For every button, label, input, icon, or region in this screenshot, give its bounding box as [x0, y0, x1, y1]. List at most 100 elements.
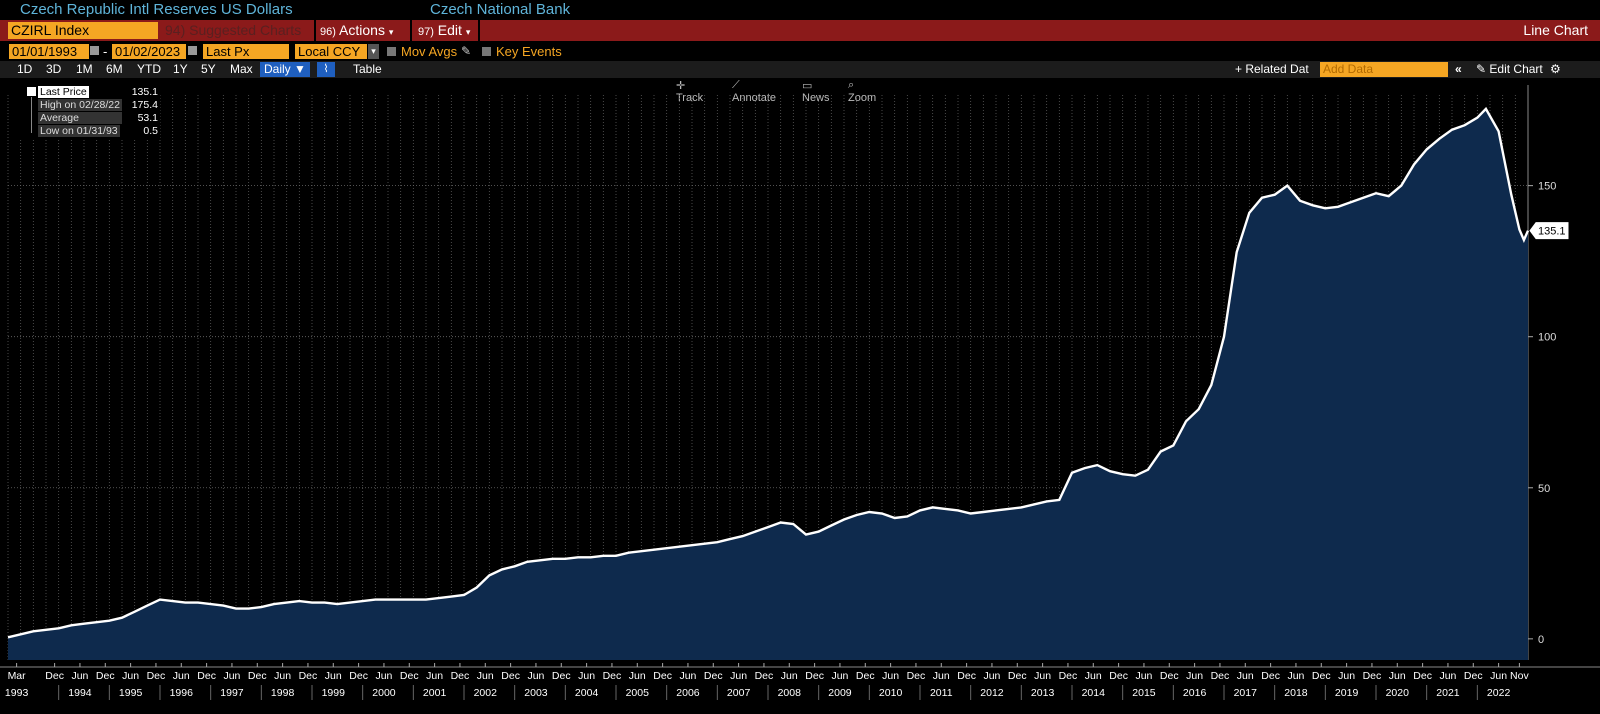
x-tick-month-label: Jun	[1135, 670, 1152, 682]
track-tool[interactable]: ✛ Track	[676, 80, 704, 104]
related-data-button[interactable]: + Related Dat	[1235, 62, 1309, 76]
x-tick-month-label: Dec	[1059, 670, 1078, 682]
x-tick-month-label: Dec	[856, 670, 875, 682]
legend-low-value: 0.5	[143, 125, 158, 137]
end-date-field[interactable]: 01/02/2023	[112, 44, 186, 59]
x-tick-year-label: 1993	[5, 687, 29, 699]
ticker-field[interactable]: CZIRL Index	[8, 22, 158, 39]
x-tick-month-label: Dec	[704, 670, 723, 682]
x-tick-month-label: Jun	[1338, 670, 1355, 682]
mov-avgs-checkbox[interactable]	[387, 47, 396, 56]
x-tick-year-label: 2007	[727, 687, 751, 699]
x-tick-month-label: Jun	[122, 670, 139, 682]
period-3d[interactable]: 3D	[46, 62, 62, 76]
currency-dropdown-icon[interactable]: ▾	[368, 44, 379, 59]
menu-divider	[410, 20, 412, 41]
actions-number: 96)	[320, 26, 336, 38]
x-tick-month-label: Dec	[1109, 670, 1128, 682]
x-tick-month-label: Dec	[501, 670, 520, 682]
suggested-charts-button[interactable]: 94) Suggested Charts	[165, 22, 301, 38]
x-tick-month-label: Jun	[274, 670, 291, 682]
legend-high-value: 175.4	[131, 99, 158, 111]
x-tick-year-label: 2019	[1335, 687, 1359, 699]
edit-button[interactable]: 97) Edit ▾	[418, 22, 470, 38]
options-bar: 01/01/1993 - 01/02/2023 Last Px Local CC…	[0, 42, 1600, 61]
title-bar: Czech Republic Intl Reserves US Dollars …	[0, 0, 1600, 20]
x-tick-month-label: Jun	[831, 670, 848, 682]
gear-icon[interactable]: ⚙	[1550, 62, 1561, 76]
x-tick-year-label: 2017	[1234, 687, 1258, 699]
x-tick-month-label: Dec	[400, 670, 419, 682]
pencil-icon[interactable]: ✎	[461, 44, 472, 58]
key-events-label: Key Events	[496, 44, 562, 59]
x-tick-month-label: Dec	[451, 670, 470, 682]
x-tick-month-label: Jun	[71, 670, 88, 682]
x-tick-year-label: 2005	[626, 687, 650, 699]
series-area	[8, 108, 1528, 660]
news-tool[interactable]: ▭ News	[802, 80, 830, 104]
actions-dropdown-icon: ▾	[388, 27, 394, 37]
edit-label: Edit	[437, 22, 462, 38]
x-tick-year-label: 2011	[930, 687, 953, 699]
start-date-field[interactable]: 01/01/1993	[9, 44, 89, 59]
calendar-icon[interactable]	[90, 46, 99, 55]
x-tick-month-label: Dec	[603, 670, 622, 682]
period-1m[interactable]: 1M	[76, 62, 93, 76]
x-tick-month-label: Mar	[8, 670, 27, 682]
period-6m[interactable]: 6M	[106, 62, 123, 76]
y-tick-label: 100	[1538, 332, 1556, 344]
suggested-number: 94)	[165, 22, 186, 38]
period-max[interactable]: Max	[230, 62, 253, 76]
calendar-icon[interactable]	[188, 46, 197, 55]
x-tick-month-label: Dec	[248, 670, 267, 682]
x-tick-year-label: 1999	[322, 687, 346, 699]
chart-type-label[interactable]: Line Chart	[1523, 22, 1588, 38]
collapse-icon[interactable]: «	[1455, 62, 1462, 76]
x-tick-month-label: Jun	[781, 670, 798, 682]
x-tick-year-label: 2008	[778, 687, 802, 699]
x-tick-month-label: Jun	[477, 670, 494, 682]
track-label: Track	[676, 92, 704, 104]
x-tick-month-label: Jun	[629, 670, 646, 682]
edit-number: 97)	[418, 26, 434, 38]
x-tick-month-label: Jun	[1085, 670, 1102, 682]
currency-selector[interactable]: Local CCY	[295, 44, 367, 59]
x-tick-year-label: 2009	[828, 687, 852, 699]
period-1y[interactable]: 1Y	[173, 62, 188, 76]
add-data-input[interactable]: Add Data	[1320, 62, 1448, 77]
x-tick-year-label: 2001	[423, 687, 447, 699]
table-view-button[interactable]: Table	[353, 62, 382, 76]
x-tick-month-label: Dec	[45, 670, 64, 682]
period-ytd[interactable]: YTD	[137, 62, 161, 76]
y-tick-label: 50	[1538, 483, 1550, 495]
x-tick-year-label: 1995	[119, 687, 143, 699]
line-chart-icon[interactable]: ⌇	[317, 62, 335, 77]
x-tick-year-label: 2016	[1183, 687, 1207, 699]
suggested-label: Suggested Charts	[189, 22, 302, 38]
x-tick-month-label: Nov	[1510, 670, 1529, 682]
x-tick-month-label: Jun	[1389, 670, 1406, 682]
x-tick-year-label: 2021	[1436, 687, 1460, 699]
actions-button[interactable]: 96) Actions ▾	[320, 22, 393, 38]
last-price-checkbox[interactable]	[27, 87, 36, 96]
x-tick-month-label: Dec	[957, 670, 976, 682]
edit-chart-label: Edit Chart	[1489, 62, 1543, 76]
key-events-checkbox[interactable]	[482, 47, 491, 56]
period-5y[interactable]: 5Y	[201, 62, 216, 76]
x-tick-month-label: Dec	[1413, 670, 1432, 682]
edit-chart-button[interactable]: ✎ Edit Chart	[1476, 62, 1543, 77]
frequency-selector[interactable]: Daily ▼	[260, 62, 310, 77]
x-tick-year-label: 2006	[676, 687, 700, 699]
x-tick-month-label: Jun	[1439, 670, 1456, 682]
x-tick-year-label: 2018	[1284, 687, 1308, 699]
x-tick-year-label: 2014	[1082, 687, 1106, 699]
legend-last-value: 135.1	[131, 86, 158, 98]
x-tick-month-label: Dec	[653, 670, 672, 682]
field-selector[interactable]: Last Px	[203, 44, 289, 59]
x-tick-year-label: 2003	[524, 687, 548, 699]
data-source: Czech National Bank	[430, 1, 571, 18]
x-tick-month-label: Jun	[1186, 670, 1203, 682]
period-1d[interactable]: 1D	[17, 62, 33, 76]
x-tick-month-label: Jun	[730, 670, 747, 682]
